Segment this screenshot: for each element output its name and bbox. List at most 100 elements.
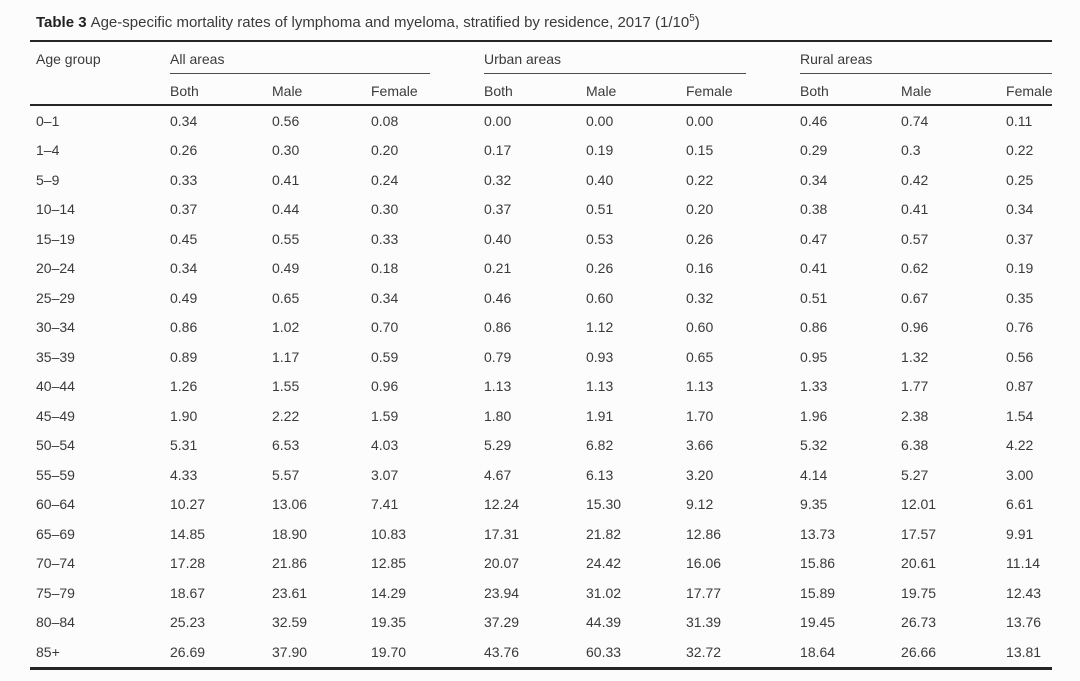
rate-value-cell: 11.14 xyxy=(1006,555,1041,572)
rate-value-cell: 0.93 xyxy=(586,348,614,365)
age-group-cell: 65–69 xyxy=(36,525,75,542)
rate-value-cell: 0.37 xyxy=(1006,230,1034,247)
rate-value-cell: 0.30 xyxy=(371,201,399,218)
rate-value-cell: 6.61 xyxy=(1006,496,1034,513)
rate-value-cell: 0.49 xyxy=(170,289,198,306)
rate-value-cell: 4.67 xyxy=(484,466,512,483)
rate-value-cell: 15.30 xyxy=(586,496,622,513)
table-caption-label: Table 3 xyxy=(36,14,87,31)
rate-value-cell: 5.31 xyxy=(170,437,198,454)
rate-value-cell: 7.41 xyxy=(371,496,399,513)
rate-value-cell: 0.15 xyxy=(686,142,714,159)
column-header-all-male: Male xyxy=(272,74,371,106)
rate-value-cell: 31.39 xyxy=(686,614,722,631)
sub-header-row: Both Male Female Both Male Female Both M… xyxy=(30,74,1052,106)
table-row: 75–79 18.67 23.61 14.29 23.94 31.02 17.77 15.89… xyxy=(30,578,1052,608)
rate-value-cell: 0.51 xyxy=(800,289,828,306)
rate-value-cell: 10.27 xyxy=(170,496,206,513)
rate-value-cell: 0.41 xyxy=(272,171,300,188)
rate-value-cell: 19.35 xyxy=(371,614,407,631)
age-group-cell: 1–4 xyxy=(36,142,60,159)
age-group-cell: 15–19 xyxy=(36,230,75,247)
rate-value-cell: 0.40 xyxy=(484,230,512,247)
column-header-all-female: Female xyxy=(371,74,484,106)
rate-value-cell: 0.26 xyxy=(586,260,614,277)
group-header-rural-areas: Rural areas xyxy=(800,42,1052,74)
rate-value-cell: 0.22 xyxy=(686,171,714,188)
rate-value-cell: 0.65 xyxy=(686,348,714,365)
group-header-all-areas-label: All areas xyxy=(170,51,225,67)
rate-value-cell: 13.73 xyxy=(800,525,836,542)
rate-value-cell: 6.82 xyxy=(586,437,614,454)
rate-value-cell: 26.66 xyxy=(901,643,937,660)
rate-value-cell: 0.44 xyxy=(272,201,300,218)
table-row: 65–69 14.85 18.90 10.83 17.31 21.82 12.86 13.73… xyxy=(30,519,1052,549)
rate-value-cell: 17.28 xyxy=(170,555,206,572)
rate-value-cell: 0.21 xyxy=(484,260,512,277)
rate-value-cell: 1.70 xyxy=(686,407,714,424)
rate-value-cell: 3.07 xyxy=(371,466,399,483)
table-row: 40–44 1.26 1.55 0.96 1.13 1.13 1.13 1.33 1.77 0.8… xyxy=(30,372,1052,402)
rate-value-cell: 25.23 xyxy=(170,614,206,631)
age-group-cell: 20–24 xyxy=(36,260,75,277)
table-row: 70–74 17.28 21.86 12.85 20.07 24.42 16.06 15.86… xyxy=(30,549,1052,579)
rate-value-cell: 0.26 xyxy=(686,230,714,247)
rate-value-cell: 12.01 xyxy=(901,496,937,513)
age-group-cell: 80–84 xyxy=(36,614,75,631)
rate-value-cell: 0.20 xyxy=(686,201,714,218)
rate-value-cell: 37.90 xyxy=(272,643,308,660)
rate-value-cell: 0.57 xyxy=(901,230,929,247)
rate-value-cell: 6.53 xyxy=(272,437,300,454)
rate-value-cell: 0.53 xyxy=(586,230,614,247)
rate-value-cell: 0.34 xyxy=(800,171,828,188)
rate-value-cell: 0.46 xyxy=(800,112,828,129)
rate-value-cell: 0.65 xyxy=(272,289,300,306)
rate-value-cell: 4.22 xyxy=(1006,437,1034,454)
rate-value-cell: 0.49 xyxy=(272,260,300,277)
rate-value-cell: 0.34 xyxy=(170,260,198,277)
rate-value-cell: 0.46 xyxy=(484,289,512,306)
rate-value-cell: 1.96 xyxy=(800,407,828,424)
rate-value-cell: 0.40 xyxy=(586,171,614,188)
rate-value-cell: 24.42 xyxy=(586,555,622,572)
table-row: 85+ 26.69 37.90 19.70 43.76 60.33 32.72 18.64 26… xyxy=(30,637,1052,668)
age-group-cell: 50–54 xyxy=(36,437,75,454)
rate-value-cell: 26.69 xyxy=(170,643,206,660)
rate-value-cell: 2.22 xyxy=(272,407,300,424)
rate-value-cell: 0.60 xyxy=(686,319,714,336)
rate-value-cell: 1.13 xyxy=(484,378,512,395)
rate-value-cell: 0.76 xyxy=(1006,319,1034,336)
rate-value-cell: 15.89 xyxy=(800,584,836,601)
table-caption-suffix: ) xyxy=(694,14,700,31)
column-header-rural-female: Female xyxy=(1006,74,1052,106)
rate-value-cell: 0.34 xyxy=(170,112,198,129)
rate-value-cell: 16.06 xyxy=(686,555,722,572)
rate-value-cell: 9.12 xyxy=(686,496,714,513)
age-group-cell: 45–49 xyxy=(36,407,75,424)
rate-value-cell: 0.86 xyxy=(484,319,512,336)
rate-value-cell: 9.91 xyxy=(1006,525,1034,542)
column-header-urban-male: Male xyxy=(586,74,686,106)
group-header-row: Age group All areas Urban areas Rural ar… xyxy=(30,42,1052,106)
rate-value-cell: 17.57 xyxy=(901,525,937,542)
rate-value-cell: 5.27 xyxy=(901,466,929,483)
rate-value-cell: 0.37 xyxy=(484,201,512,218)
rate-value-cell: 13.06 xyxy=(272,496,308,513)
age-group-cell: 30–34 xyxy=(36,319,75,336)
rate-value-cell: 0.41 xyxy=(901,201,929,218)
rate-value-cell: 0.86 xyxy=(800,319,828,336)
table-row: 55–59 4.33 5.57 3.07 4.67 6.13 3.20 4.14 5.27 3.0… xyxy=(30,460,1052,490)
table-row: 45–49 1.90 2.22 1.59 1.80 1.91 1.70 1.96 2.38 1.5… xyxy=(30,401,1052,431)
rate-value-cell: 15.86 xyxy=(800,555,836,572)
table-row: 80–84 25.23 32.59 19.35 37.29 44.39 31.39 19.45… xyxy=(30,608,1052,638)
rate-value-cell: 0.16 xyxy=(686,260,714,277)
column-header-rural-male: Male xyxy=(901,74,1007,106)
rate-value-cell: 1.80 xyxy=(484,407,512,424)
rate-value-cell: 19.45 xyxy=(800,614,836,631)
rate-value-cell: 0.33 xyxy=(170,171,198,188)
rate-value-cell: 0.59 xyxy=(371,348,399,365)
rate-value-cell: 37.29 xyxy=(484,614,520,631)
rate-value-cell: 0.11 xyxy=(1006,112,1033,129)
rate-value-cell: 4.33 xyxy=(170,466,198,483)
